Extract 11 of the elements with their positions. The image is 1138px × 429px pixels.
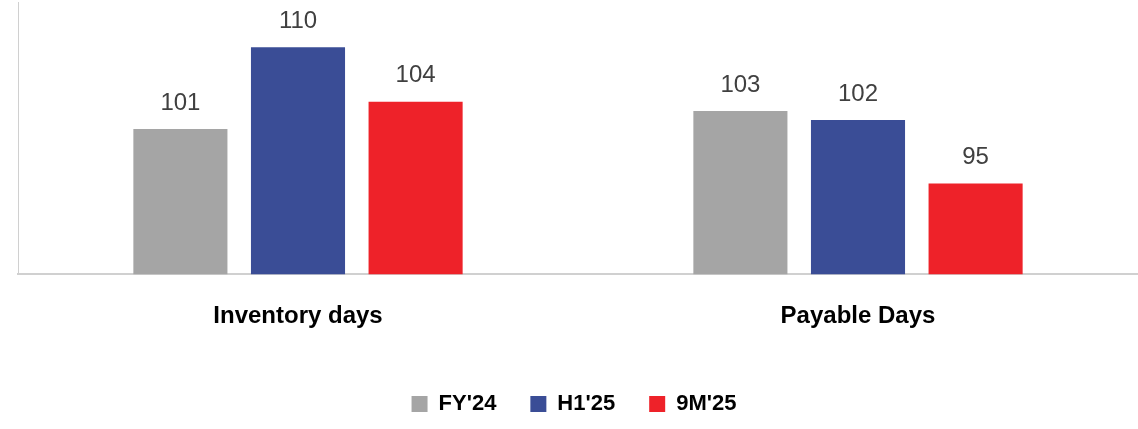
- data-label: 103: [720, 69, 761, 97]
- data-label: 110: [278, 5, 318, 33]
- data-label: 101: [160, 87, 201, 115]
- data-label: 95: [962, 142, 989, 170]
- data-label: 104: [395, 60, 436, 88]
- legend-label: FY'24: [438, 390, 498, 416]
- legend-label: H1'25: [557, 390, 616, 416]
- x-tick-label: Payable Days: [780, 301, 936, 329]
- legend-label: 9M'25: [676, 390, 737, 416]
- data-label: 102: [837, 78, 879, 106]
- x-tick-label: Inventory days: [213, 301, 383, 329]
